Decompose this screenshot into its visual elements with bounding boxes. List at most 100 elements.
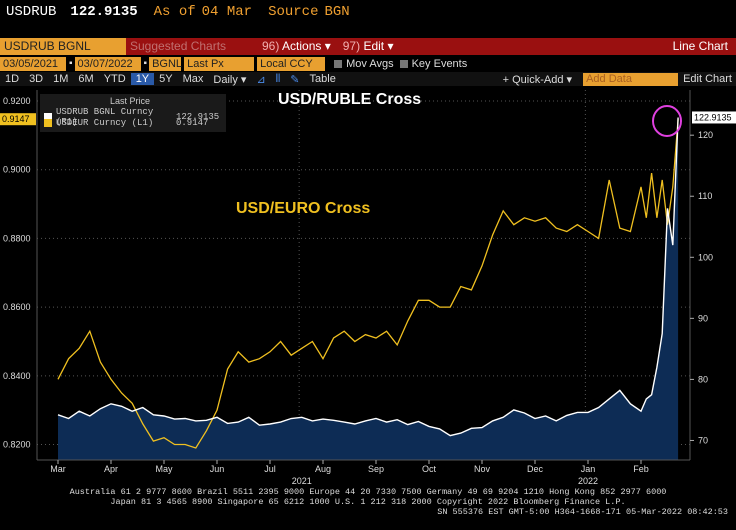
key-events-label: Key Events	[411, 57, 468, 70]
right-tick-label: 80	[698, 374, 708, 384]
right-tick-label: 100	[698, 252, 713, 262]
actions-menu[interactable]: 96) Actions ▾	[262, 39, 331, 53]
ticker-label: USDRUB	[6, 4, 57, 20]
field-select[interactable]: Last Px	[184, 56, 255, 71]
year-label: 2021	[292, 476, 312, 486]
footer-line-3: SN 555376 EST GMT-5:00 H364-1668-171 05-…	[437, 507, 728, 517]
legend-item-euro[interactable]: USDEUR Curncy (L1) 0.9147	[44, 118, 208, 128]
x-tick-label: Nov	[474, 464, 491, 474]
x-tick-label: Sep	[368, 464, 384, 474]
source-input[interactable]: BGNL	[149, 56, 182, 71]
end-date-input[interactable]: 03/07/2022	[74, 56, 141, 71]
left-tick-label: 0.8800	[3, 233, 31, 243]
right-last-value-label: 122.9135	[694, 112, 732, 122]
legend-ruble-value: 122.9135	[176, 112, 220, 122]
legend-ruble-name: USDRUB BGNL Curncy (R1)	[56, 107, 154, 127]
command-toolbar: USDRUB BGNL Curncy Suggested Charts 96) …	[0, 38, 736, 70]
frequency-select[interactable]: Daily ▾	[208, 73, 251, 86]
ruble-annotation: USD/RUBLE Cross	[278, 91, 422, 108]
last-price: 122.9135	[70, 4, 138, 20]
right-tick-label: 120	[698, 130, 713, 140]
ruble-swatch	[44, 113, 52, 121]
footer: Australia 61 2 9777 8600 Brazil 5511 239…	[0, 487, 736, 517]
right-last-value-box	[692, 111, 736, 124]
source-label: Source	[268, 4, 319, 20]
right-tick-label: 110	[698, 191, 712, 201]
legend-euro-value: 0.9147	[176, 118, 209, 128]
left-last-value-label: 0.9147	[2, 114, 30, 124]
chevron-down-icon: ▾	[324, 39, 331, 53]
chart-type-label: Line Chart	[672, 39, 728, 53]
x-tick-label: Feb	[633, 464, 649, 474]
period-3d[interactable]: 3D	[29, 73, 44, 85]
edit-menu[interactable]: 97) Edit ▾	[342, 39, 394, 53]
x-tick-label: Jan	[581, 464, 596, 474]
period-6m[interactable]: 6M	[78, 73, 94, 85]
mov-avgs-checkbox[interactable]	[334, 59, 343, 68]
highlight-circle	[652, 105, 682, 137]
bar-chart-icon[interactable]: ⫴	[275, 72, 281, 85]
edit-chart-button[interactable]: Edit Chart	[678, 73, 736, 85]
currency-select[interactable]: Local CCY	[257, 56, 326, 71]
period-1y[interactable]: 1Y	[130, 73, 155, 85]
x-tick-label: May	[155, 464, 173, 474]
x-tick-label: Dec	[527, 464, 544, 474]
quick-add-button[interactable]: + Quick-Add ▾	[498, 73, 577, 86]
key-events-checkbox[interactable]	[399, 59, 408, 68]
footer-line-2: Japan 81 3 4565 8900 Singapore 65 6212 1…	[110, 497, 626, 507]
annotate-icon[interactable]: ✎	[290, 73, 300, 86]
actions-label: Actions	[282, 39, 322, 53]
asof-label: As of	[153, 4, 196, 20]
period-1m[interactable]: 1M	[53, 73, 69, 85]
chevron-down-icon: ▾	[566, 73, 573, 86]
legend-item-ruble[interactable]: USDRUB BGNL Curncy (R1) 122.9135	[44, 107, 219, 127]
euro-swatch	[44, 119, 52, 127]
ruble-area-fill	[58, 117, 679, 460]
left-tick-label: 0.8400	[3, 371, 31, 381]
dash-icon: ▪	[69, 58, 73, 69]
legend-title: Last Price	[110, 96, 151, 106]
edit-chart-label: Edit Chart	[683, 73, 732, 85]
period-1d[interactable]: 1D	[5, 73, 20, 85]
x-axis: Mar Apr May Jun Jul Aug Sep Oct Nov Dec Jan Feb 2021…	[50, 460, 649, 486]
year-label: 2022	[578, 476, 598, 486]
period-max[interactable]: Max	[182, 73, 204, 85]
euro-annotation: USD/EURO Cross	[236, 200, 371, 217]
source-value: BGN	[324, 4, 350, 20]
price-chart[interactable]: 0.8200 0.8400 0.8600 0.8800 0.9000 0.9200 70 8…	[0, 86, 736, 486]
period-toolbar: 1D 3D 1M 6M YTD 1Y 5Y Max Daily ▾ ⊿ ⫴ ✎ …	[0, 72, 736, 86]
right-tick-label: 70	[698, 435, 708, 445]
x-tick-label: Oct	[422, 464, 437, 474]
left-axis: 0.8200 0.8400 0.8600 0.8800 0.9000 0.9200	[3, 96, 31, 450]
quick-add-label: + Quick-Add	[502, 73, 564, 86]
security-field[interactable]: USDRUB BGNL Curncy	[0, 38, 126, 70]
frequency-label: Daily	[213, 73, 238, 86]
mov-avgs-label: Mov Avgs	[346, 57, 394, 70]
last-value-labels: 0.9147 122.9135	[0, 111, 736, 126]
period-5y[interactable]: 5Y	[159, 73, 173, 85]
right-axis: 70 80 90 100 110 120	[690, 130, 713, 445]
edit-label: Edit	[363, 39, 385, 53]
chevron-down-icon: ▾	[240, 73, 247, 86]
security-header: USDRUB 122.9135 As of 04 Mar Source BGN	[0, 0, 736, 24]
table-button[interactable]: Table	[309, 73, 336, 85]
calendar-icon[interactable]: ▪	[143, 58, 148, 69]
ruble-series-line	[57, 117, 679, 437]
start-date-input[interactable]: 03/05/2021	[0, 56, 66, 71]
period-ytd[interactable]: YTD	[103, 73, 126, 85]
chart-legend: Last Price USDRUB BGNL Curncy (R1) 122.9…	[40, 94, 226, 132]
x-tick-label: Jul	[264, 464, 276, 474]
asof-date: 04 Mar	[201, 4, 253, 20]
suggested-charts-button[interactable]: Suggested Charts	[130, 39, 227, 53]
line-chart-icon[interactable]: ⊿	[256, 73, 266, 86]
right-tick-label: 90	[698, 313, 708, 323]
add-data-input[interactable]: Add Data	[583, 72, 679, 86]
legend-euro-name: USDEUR Curncy (L1)	[56, 118, 154, 128]
x-tick-label: Aug	[315, 464, 331, 474]
left-tick-label: 0.8200	[3, 440, 31, 450]
footer-line-1: Australia 61 2 9777 8600 Brazil 5511 239…	[69, 487, 667, 497]
left-tick-label: 0.9000	[3, 165, 31, 175]
chevron-down-icon: ▾	[387, 39, 394, 53]
settings-toolbar: 03/05/2021 ▪ 03/07/2022 ▪ BGNL Last Px L…	[0, 56, 736, 71]
x-tick-label: Apr	[104, 464, 118, 474]
